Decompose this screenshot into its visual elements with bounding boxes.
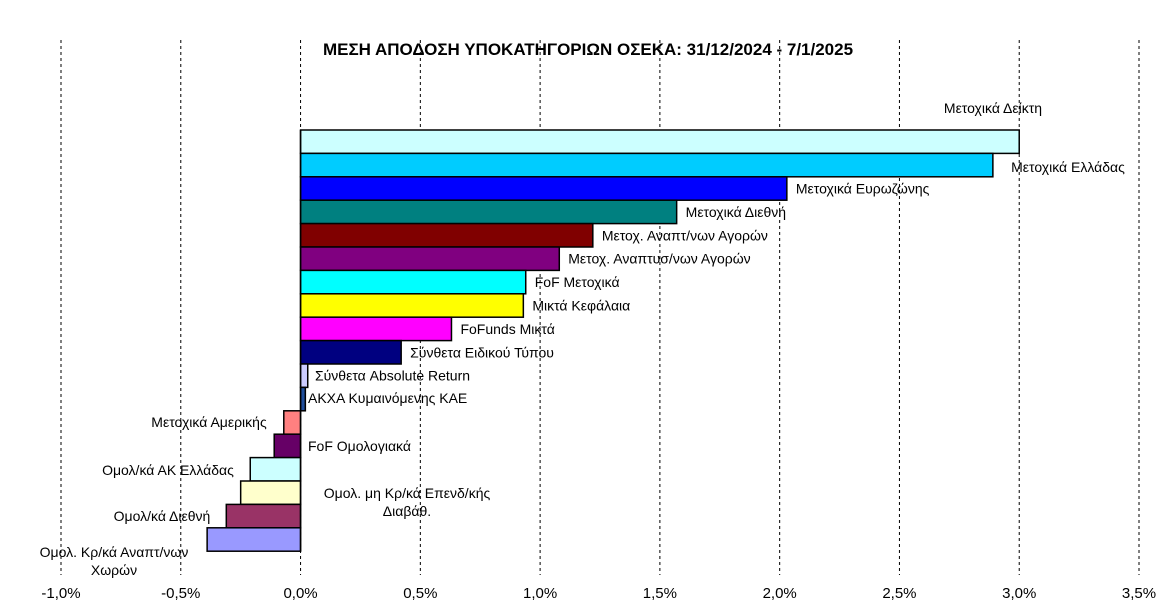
bar — [206, 527, 302, 552]
chart-title: ΜΕΣΗ ΑΠΟΔΟΣΗ ΥΠΟΚΑΤΗΓΟΡΙΩΝ ΟΣΕΚΑ: 31/12/… — [323, 40, 853, 59]
bar-label: Ομολ/κά Διεθνή — [114, 508, 211, 524]
x-tick-label: 1,5% — [643, 585, 677, 602]
x-tick-label: 3,5% — [1122, 585, 1156, 602]
bar — [299, 222, 594, 248]
bar-labels: Μετοχικά Δείκτη Μετοχικά Ελλάδας Μετοχικά … — [40, 100, 1125, 578]
x-tick-label: 2,0% — [763, 585, 797, 602]
bar — [299, 246, 561, 272]
bar-label: Ομολ. Κρ/κά Αναπτ/νων — [40, 544, 189, 560]
bar-label: Μετοχικά Διεθνή — [686, 204, 786, 220]
bar-label: Σύνθετα Absolute Return — [315, 368, 470, 384]
x-tick-label: 2,5% — [882, 585, 916, 602]
x-axis: -1,0% -0,5% 0,0% 0,5% 1,0% 1,5% 2,0% 2,5% 3,0% 3,… — [41, 130, 1156, 602]
bar-label: Μετοχικά Ελλάδας — [1011, 159, 1125, 175]
x-tick-label: 0,0% — [283, 585, 317, 602]
x-tick-label: -0,5% — [161, 585, 200, 602]
bar-label: Μετοχικά Δείκτη — [944, 100, 1042, 116]
x-tick-label: 3,0% — [1002, 585, 1036, 602]
bar-label: Ομολ. μη Κρ/κά Επενδ/κής — [324, 485, 491, 501]
bar — [239, 480, 302, 506]
bar — [299, 152, 994, 178]
bar — [299, 363, 309, 389]
bar-label: Χωρών — [91, 562, 137, 578]
bar-label: FoFunds Μικτά — [460, 321, 554, 337]
bar-label: Μετοχικά Ευρωζώνης — [796, 181, 930, 197]
bar — [299, 339, 402, 365]
bar — [299, 316, 453, 342]
bar — [299, 269, 527, 295]
bar-label: Ομολ/κά ΑΚ Ελλάδας — [102, 462, 234, 478]
x-tick-label: 1,0% — [523, 585, 557, 602]
bar — [283, 410, 302, 435]
bar-label: Μετοχ. Αναπτυσ/νων Αγορών — [568, 251, 750, 267]
x-tick-label: -1,0% — [41, 585, 80, 602]
bar-label: FoF Μετοχικά — [535, 274, 620, 290]
bar — [299, 129, 1020, 155]
bar — [225, 503, 302, 529]
bar — [299, 199, 678, 225]
bar-label: Μετοχ. Αναπτ/νων Αγορών — [602, 227, 768, 243]
x-tick-label: 0,5% — [403, 585, 437, 602]
bar — [299, 176, 788, 201]
bar — [249, 456, 302, 482]
bar-label: Διαβάθ. — [383, 503, 431, 519]
bar — [299, 293, 525, 318]
bar — [273, 433, 302, 459]
bar-label: Μικτά Κεφάλαια — [532, 298, 630, 314]
bar-label: Σύνθετα Ειδικού Τύπου — [410, 344, 554, 360]
bar-label: ΑΚΧΑ Κυμαινόμενης ΚΑΕ — [308, 390, 467, 406]
bar-label: Μετοχικά Αμερικής — [151, 414, 267, 430]
bar-label: FoF Ομολογιακά — [308, 438, 411, 454]
